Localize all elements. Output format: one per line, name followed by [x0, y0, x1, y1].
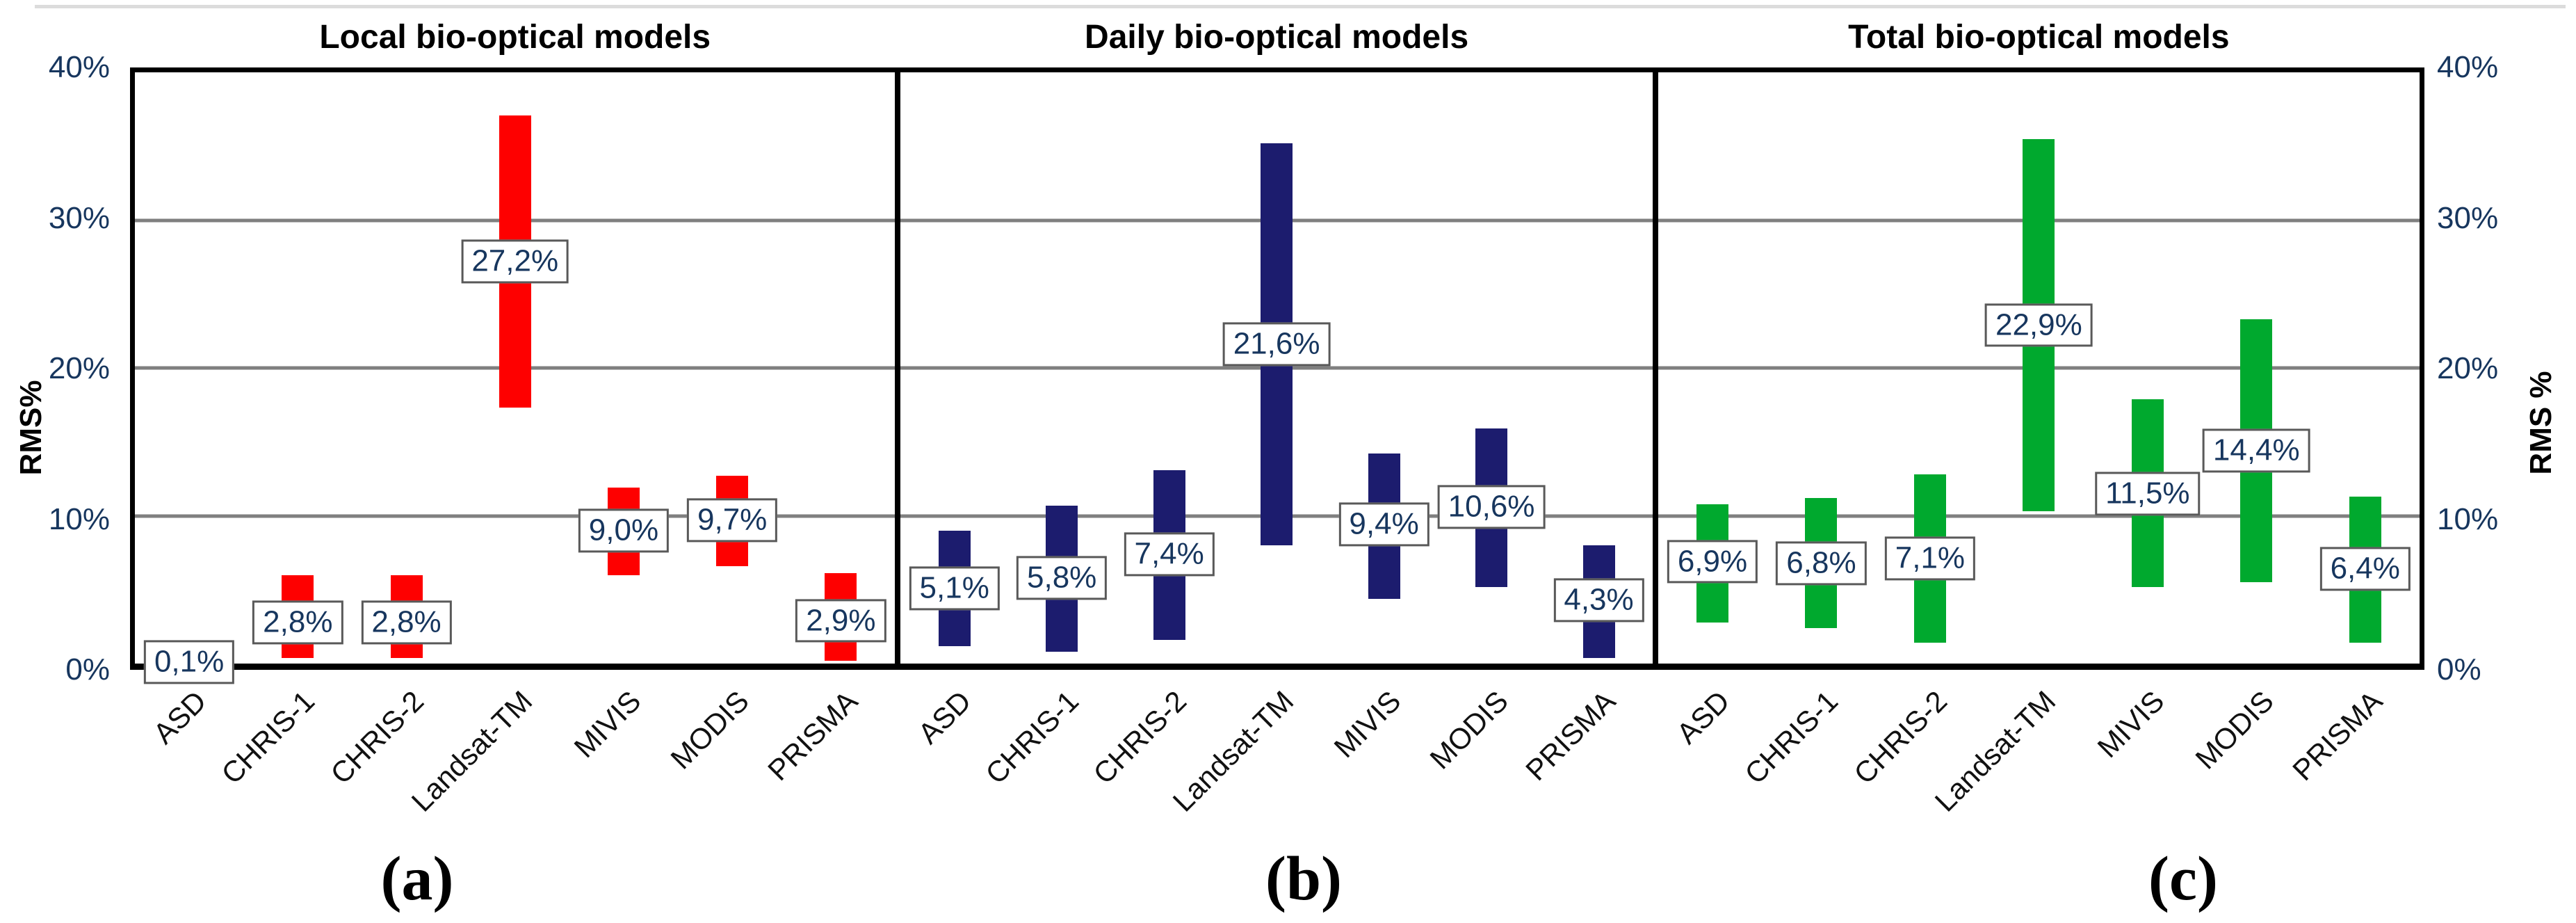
bar-value-label: 11,5%: [2095, 472, 2201, 516]
y-tick-label-right: 10%: [2437, 501, 2499, 536]
bar-value-label: 2,8%: [252, 600, 343, 644]
caption-c: (c): [2148, 844, 2218, 913]
x-tick-label: PRISMA: [2285, 684, 2388, 787]
panel-b: Daily bio-optical models 5,1% ASD 5,8% CHRIS…: [900, 19, 1658, 818]
panel-a: Local bio-optical models 0,1% ASD 2,8% CHRIS…: [135, 19, 901, 818]
x-tick-label: CHRIS-1: [979, 684, 1085, 791]
bar-value-label: 6,9%: [1667, 539, 1758, 584]
panel-title: Daily bio-optical models: [1085, 19, 1469, 56]
y-tick-label-left: 30%: [48, 200, 110, 235]
bar-value-label: 7,1%: [1884, 536, 1976, 581]
y-tick-label-left: 40%: [48, 50, 110, 84]
x-tick-label: MODIS: [664, 684, 756, 776]
y-tick-label-right: 0%: [2437, 652, 2481, 687]
x-tick-label: MODIS: [1423, 684, 1515, 776]
y-tick-label-left: 10%: [48, 501, 110, 536]
x-tick-label: ASD: [147, 684, 213, 751]
x-tick-label: MIVIS: [2091, 684, 2171, 764]
y-axis-label-right: RMS %: [2524, 371, 2558, 475]
bar-value-label: 5,8%: [1016, 556, 1108, 600]
x-tick-label: PRISMA: [761, 684, 864, 787]
x-tick-label: CHRIS-1: [1738, 684, 1845, 791]
bar-value-label: 6,8%: [1776, 541, 1867, 585]
bar-value-label: 14,4%: [2202, 428, 2310, 473]
x-tick-label: MIVIS: [1327, 684, 1407, 764]
x-tick-label: ASD: [1669, 684, 1736, 751]
y-axis-label-left: RMS%: [14, 380, 48, 476]
bar-value-label: 9,4%: [1338, 502, 1429, 547]
bar-value-label: 22,9%: [1984, 303, 2093, 347]
x-tick-label: MIVIS: [567, 684, 647, 764]
y-tick-label-right: 30%: [2437, 200, 2499, 235]
y-tick-label-left: 0%: [65, 652, 110, 687]
panel-c: Total bio-optical models 6,9% ASD 6,8% CHRIS…: [1658, 19, 2420, 818]
x-tick-label: CHRIS-1: [215, 684, 321, 791]
chart-area: Local bio-optical models 0,1% ASD 2,8% CHRIS…: [130, 19, 2424, 818]
bar-value-label: 0,1%: [143, 640, 235, 684]
bar-value-label: 27,2%: [461, 239, 569, 284]
bar-value-label: 21,6%: [1222, 322, 1331, 367]
page-edge-strip: [35, 5, 2566, 8]
x-tick-label: CHRIS-2: [323, 684, 430, 791]
x-tick-label: MODIS: [2188, 684, 2280, 776]
x-tick-label: PRISMA: [1519, 684, 1622, 787]
bar-value-label: 9,0%: [578, 508, 670, 553]
bar-value-label: 2,9%: [795, 598, 886, 643]
y-tick-label-right: 40%: [2437, 50, 2499, 84]
bar-value-label: 2,8%: [361, 600, 452, 644]
bar-value-label: 4,3%: [1553, 578, 1644, 623]
caption-a: (a): [380, 844, 454, 913]
y-tick-label-right: 20%: [2437, 351, 2499, 385]
bar-value-label: 7,4%: [1124, 532, 1215, 577]
x-tick-label: ASD: [912, 684, 978, 751]
x-tick-label: CHRIS-2: [1847, 684, 1954, 791]
panel-title: Local bio-optical models: [319, 19, 711, 56]
x-tick-label: CHRIS-2: [1086, 684, 1192, 791]
bar-value-label: 5,1%: [909, 566, 1000, 611]
bar-value-label: 9,7%: [686, 498, 778, 543]
bar-value-label: 6,4%: [2319, 547, 2411, 591]
caption-b: (b): [1265, 844, 1342, 913]
y-tick-label-left: 20%: [48, 351, 110, 385]
panel-title: Total bio-optical models: [1848, 19, 2230, 56]
bar-value-label: 10,6%: [1437, 485, 1546, 529]
